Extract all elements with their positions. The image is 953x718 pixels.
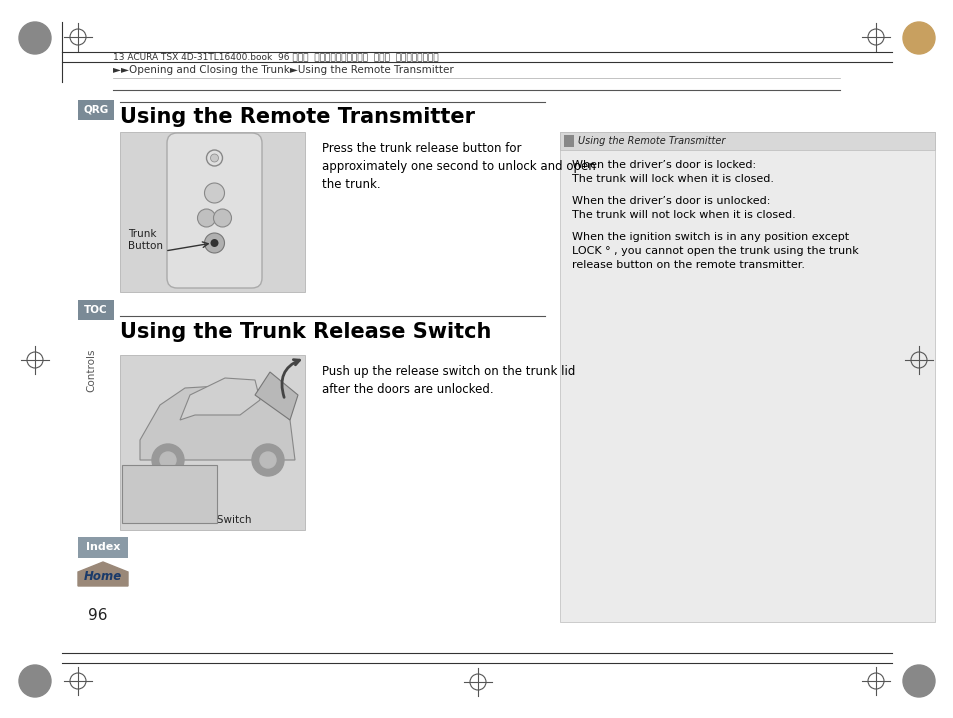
Bar [120, 355, 305, 530]
Circle shape [211, 239, 218, 247]
Circle shape [19, 22, 51, 54]
Text: QRG: QRG [83, 105, 109, 115]
Text: Release Switch: Release Switch [173, 515, 252, 525]
Polygon shape [254, 372, 297, 420]
Bar [559, 132, 934, 150]
Bar [559, 132, 934, 622]
Bar [78, 300, 113, 320]
Text: When the ignition switch is in any position except
LOCK ° , you cannot open the : When the ignition switch is in any posit… [572, 232, 858, 270]
Text: Using the Remote Transmitter: Using the Remote Transmitter [120, 107, 475, 127]
Text: TOC: TOC [84, 305, 108, 315]
Bar [563, 135, 574, 147]
Bar [120, 132, 305, 292]
Polygon shape [180, 378, 260, 420]
Circle shape [152, 444, 184, 476]
Bar [78, 537, 128, 558]
Text: Push up the release switch on the trunk lid
after the doors are unlocked.: Push up the release switch on the trunk … [322, 365, 575, 396]
Text: Press the trunk release button for
approximately one second to unlock and open
t: Press the trunk release button for appro… [322, 142, 595, 191]
Bar [122, 465, 216, 523]
Text: When the driver’s door is unlocked:: When the driver’s door is unlocked: [572, 196, 770, 206]
Text: Home: Home [84, 571, 122, 584]
Text: Index: Index [86, 543, 120, 552]
Text: Using the Remote Transmitter: Using the Remote Transmitter [578, 136, 724, 146]
Text: 96: 96 [88, 608, 108, 623]
FancyBboxPatch shape [167, 133, 262, 288]
Text: Trunk
Button: Trunk Button [128, 229, 163, 251]
Circle shape [260, 452, 275, 468]
Text: The trunk will lock when it is closed.: The trunk will lock when it is closed. [572, 174, 773, 184]
Text: Controls: Controls [86, 348, 96, 392]
Polygon shape [78, 562, 128, 586]
Bar [78, 100, 113, 120]
Polygon shape [140, 385, 294, 460]
Circle shape [902, 665, 934, 697]
Circle shape [211, 154, 218, 162]
Circle shape [902, 22, 934, 54]
Text: Using the Trunk Release Switch: Using the Trunk Release Switch [120, 322, 491, 342]
Circle shape [160, 452, 175, 468]
Circle shape [213, 209, 232, 227]
Circle shape [252, 444, 284, 476]
Circle shape [19, 665, 51, 697]
Text: The trunk will not lock when it is closed.: The trunk will not lock when it is close… [572, 210, 795, 220]
Circle shape [197, 209, 215, 227]
Text: When the driver’s door is locked:: When the driver’s door is locked: [572, 160, 756, 170]
Text: 13 ACURA TSX 4D-31TL16400.book  96 ページ  ２０１２年７月２７日  金曜日  午前１１時３１分: 13 ACURA TSX 4D-31TL16400.book 96 ページ ２０… [112, 52, 438, 62]
Circle shape [204, 233, 224, 253]
Text: ►►Opening and Closing the Trunk►Using the Remote Transmitter: ►►Opening and Closing the Trunk►Using th… [112, 65, 454, 75]
Circle shape [204, 183, 224, 203]
